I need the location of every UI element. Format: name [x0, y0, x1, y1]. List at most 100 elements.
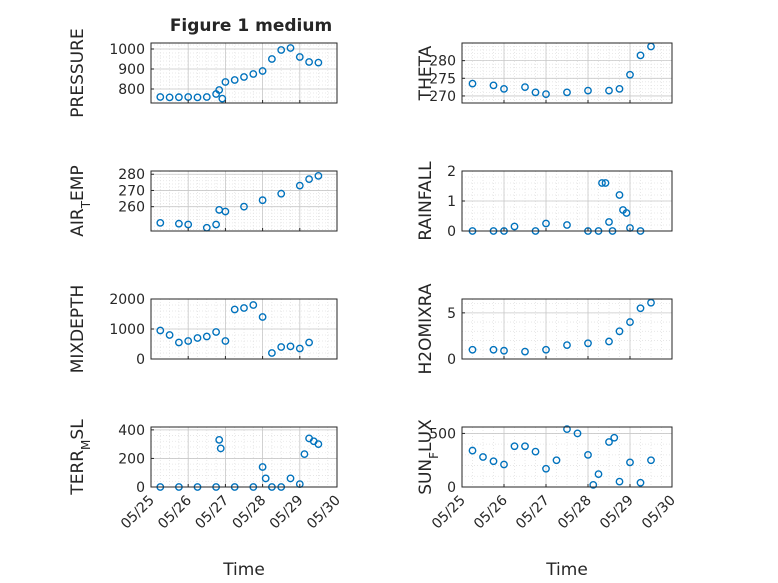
y-tick-label: 275 — [429, 71, 456, 87]
data-point — [468, 446, 477, 455]
data-point — [542, 345, 550, 354]
data-point — [193, 93, 202, 102]
y-axis-label: AIRTEMP — [68, 165, 93, 236]
data-point — [286, 474, 295, 483]
chart-panel-second-right: 0 1 2 RAINFALL — [416, 161, 673, 241]
data-point — [521, 347, 529, 356]
data-point — [542, 219, 550, 228]
data-point — [249, 70, 258, 78]
y-tick-label: 2 — [447, 164, 456, 180]
data-point — [314, 58, 323, 67]
data-point — [489, 345, 498, 354]
data-point — [202, 332, 211, 341]
data-point — [212, 328, 221, 336]
data-point — [300, 450, 309, 459]
axes-box — [150, 170, 338, 232]
data-point — [500, 84, 508, 93]
y-axis-label: PRESSURE — [68, 28, 88, 117]
data-point — [295, 344, 304, 353]
data-point — [531, 447, 540, 456]
data-point — [258, 67, 267, 75]
data-point — [184, 220, 193, 229]
data-point — [286, 44, 295, 52]
data-point — [305, 338, 313, 347]
y-axis-label: RAINFALL — [416, 161, 436, 241]
data-point — [500, 346, 508, 355]
data-point — [165, 331, 174, 339]
data-point — [489, 81, 498, 90]
axes-box — [150, 426, 338, 488]
data-point — [626, 318, 634, 326]
data-point — [174, 219, 183, 228]
chart-panel-top-left: 800 900 1000 PRESSURE — [68, 28, 338, 118]
data-point — [240, 304, 248, 312]
data-point — [584, 450, 592, 459]
y-tick-label: 800 — [118, 82, 145, 98]
y-tick-label: 5 — [447, 306, 456, 322]
y-tick-label: 2000 — [109, 292, 145, 308]
data-point — [615, 477, 624, 486]
data-point — [286, 342, 295, 351]
x-axis-label: Time — [222, 560, 265, 580]
data-point — [636, 304, 645, 313]
data-point — [636, 51, 645, 60]
data-point — [314, 440, 323, 449]
data-point — [156, 93, 165, 101]
y-tick-label: 400 — [118, 423, 145, 439]
data-point — [277, 343, 286, 351]
data-point — [258, 313, 267, 321]
data-point — [610, 433, 619, 442]
data-point — [221, 207, 230, 216]
y-tick-label: 260 — [118, 200, 145, 216]
data-point — [468, 345, 477, 354]
data-point — [552, 456, 561, 465]
data-point — [267, 349, 276, 357]
data-point — [165, 93, 174, 102]
data-point — [258, 196, 267, 205]
data-point — [277, 189, 286, 198]
data-point — [240, 202, 248, 211]
data-point — [240, 73, 248, 81]
data-point — [230, 76, 239, 84]
data-point — [215, 86, 224, 94]
data-point — [589, 480, 598, 489]
data-point — [305, 175, 313, 184]
data-point — [295, 53, 304, 61]
data-point — [218, 94, 227, 103]
axes-box — [461, 426, 673, 488]
data-point — [601, 179, 610, 187]
y-tick-label: 0 — [447, 224, 456, 240]
data-point — [563, 88, 571, 97]
data-point — [605, 86, 613, 95]
data-point — [647, 456, 655, 465]
data-point — [615, 84, 624, 93]
y-axis-label: THETA — [416, 45, 436, 101]
data-point — [184, 337, 193, 345]
y-tick-label: 0 — [447, 352, 456, 368]
data-point — [563, 341, 571, 350]
data-point — [605, 218, 613, 226]
data-point — [605, 438, 613, 446]
data-point — [615, 327, 624, 336]
data-point — [626, 70, 634, 79]
data-point — [305, 58, 313, 66]
data-point — [479, 453, 487, 461]
data-point — [295, 181, 304, 190]
data-point — [230, 305, 239, 314]
data-point — [563, 425, 571, 434]
data-point — [212, 220, 221, 229]
data-point — [521, 83, 529, 92]
data-point — [202, 93, 211, 101]
y-tick-label: 280 — [429, 54, 456, 70]
data-point — [615, 191, 624, 199]
data-point — [542, 464, 550, 473]
y-tick-label: 1 — [447, 194, 456, 210]
data-point — [584, 339, 592, 348]
y-axis-label: TERRMSL — [68, 419, 93, 496]
y-tick-label: 280 — [118, 167, 145, 183]
data-point — [468, 79, 477, 88]
data-point — [156, 326, 165, 335]
data-point — [249, 301, 258, 309]
